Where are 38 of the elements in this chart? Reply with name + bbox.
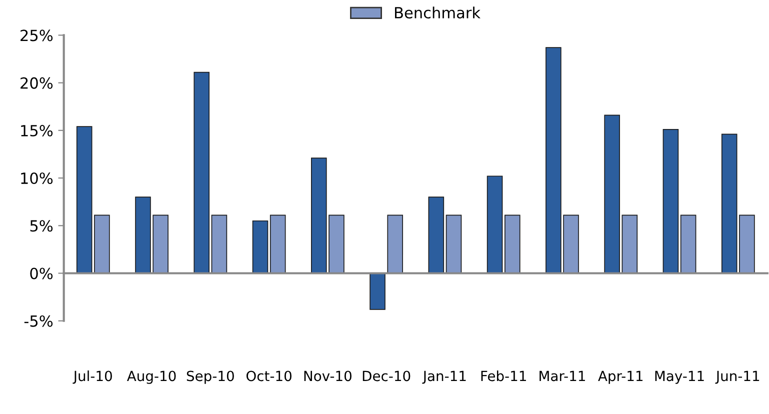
bar	[739, 214, 755, 274]
bar	[252, 220, 268, 274]
x-tick-label: Feb-11	[481, 370, 526, 382]
bar	[194, 72, 210, 274]
x-tick-label: Sep-10	[186, 370, 234, 384]
x-tick-label: Jun-11	[715, 370, 760, 384]
x-tick-label: Dec-10	[362, 370, 410, 382]
x-tick-label: Nov-10	[304, 370, 352, 382]
y-tick-label: 15%	[21, 124, 53, 136]
y-tick-label: 25%	[20, 30, 53, 42]
bar	[622, 214, 638, 274]
bar	[370, 272, 386, 310]
bar	[76, 126, 92, 274]
x-tick-label: Mar-11	[540, 370, 585, 382]
y-tick-label: -5%	[24, 315, 53, 327]
y-tick-label: 0%	[30, 268, 53, 280]
bar	[680, 214, 696, 274]
bar	[387, 214, 404, 274]
bar	[428, 196, 444, 274]
bar	[211, 214, 228, 274]
x-tick-label: Jul-10	[72, 370, 112, 384]
bar	[94, 214, 110, 274]
bar	[446, 214, 462, 274]
x-tick-label: Aug-10	[126, 370, 176, 384]
x-tick-label: Oct-10	[246, 370, 292, 382]
x-tick-label: Jan-11	[422, 370, 466, 384]
y-tick-label: 10%	[21, 172, 53, 184]
bar	[504, 214, 520, 274]
x-tick-label: May-11	[655, 370, 704, 384]
y-tick-label: 5%	[30, 220, 53, 232]
bar	[721, 134, 738, 274]
y-tick-label: 20%	[20, 77, 53, 89]
x-tick-label: Apr-11	[598, 370, 643, 384]
legend-label: Benchmark	[395, 6, 480, 18]
bar	[604, 114, 620, 274]
bar	[486, 176, 503, 274]
bar	[270, 214, 286, 274]
bar	[662, 129, 679, 274]
